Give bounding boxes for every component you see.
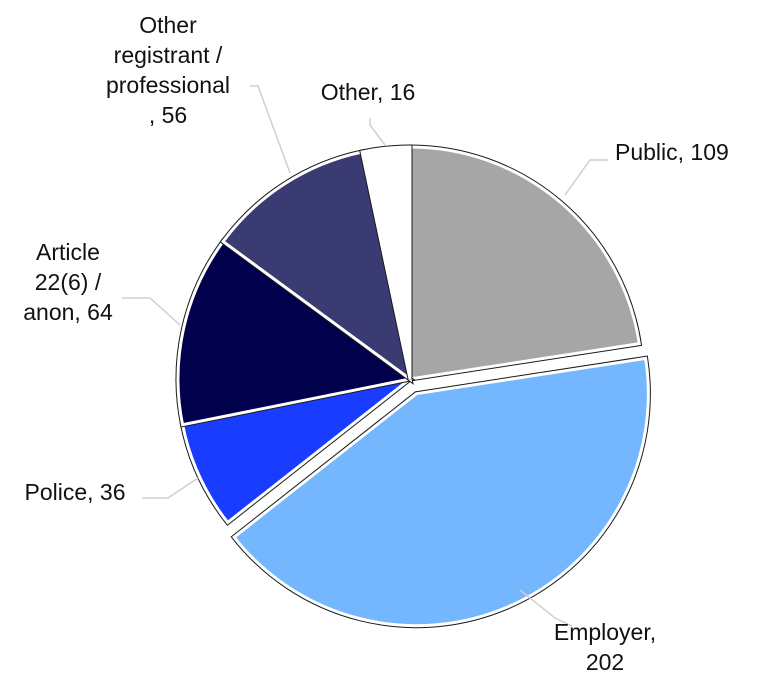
pie-slices xyxy=(175,144,651,629)
leader-line-employer xyxy=(519,589,573,627)
slice-labels: Public, 109 Employer, 202 Police, 36 Article… xyxy=(23,12,729,675)
slice-label-line: , 56 xyxy=(149,102,187,128)
leader-line-other xyxy=(369,118,386,146)
slice-article-22-6-anon xyxy=(176,239,414,427)
slice-label-line: 22(6) / xyxy=(35,269,102,295)
slice-public xyxy=(408,145,642,381)
leader-lines xyxy=(122,85,608,627)
slice-label-line: Other xyxy=(139,12,197,38)
slice-label-employer: Employer, 202 xyxy=(554,619,656,675)
slice-label-police: Police, 36 xyxy=(24,479,125,505)
slice-other-registrant-professional xyxy=(221,150,413,383)
slice-label-article-22-6-anon: Article 22(6) / anon, 64 xyxy=(23,239,113,325)
slice-label-line: Article xyxy=(36,239,100,265)
leader-line-article-22-6-anon xyxy=(122,297,181,326)
slice-label-line: anon, 64 xyxy=(23,299,113,325)
slice-label-public: Public, 109 xyxy=(615,139,729,165)
slice-label-line: professional xyxy=(106,72,230,98)
slice-label-line: Other, 16 xyxy=(321,79,416,105)
slice-label-other-registrant-professional: Other registrant / professional , 56 xyxy=(106,12,230,128)
slice-label-other: Other, 16 xyxy=(321,79,416,105)
slice-label-line: 202 xyxy=(586,649,624,675)
slice-employer xyxy=(231,356,650,628)
slice-label-line: Employer, xyxy=(554,619,656,645)
slice-label-line: Public, 109 xyxy=(615,139,729,165)
leader-line-other-registrant-professional xyxy=(250,85,291,174)
slice-label-line: Police, 36 xyxy=(24,479,125,505)
slice-label-line: registrant / xyxy=(114,42,223,68)
leader-line-public xyxy=(564,159,608,196)
leader-line-police xyxy=(142,477,199,499)
slice-other xyxy=(360,145,412,380)
